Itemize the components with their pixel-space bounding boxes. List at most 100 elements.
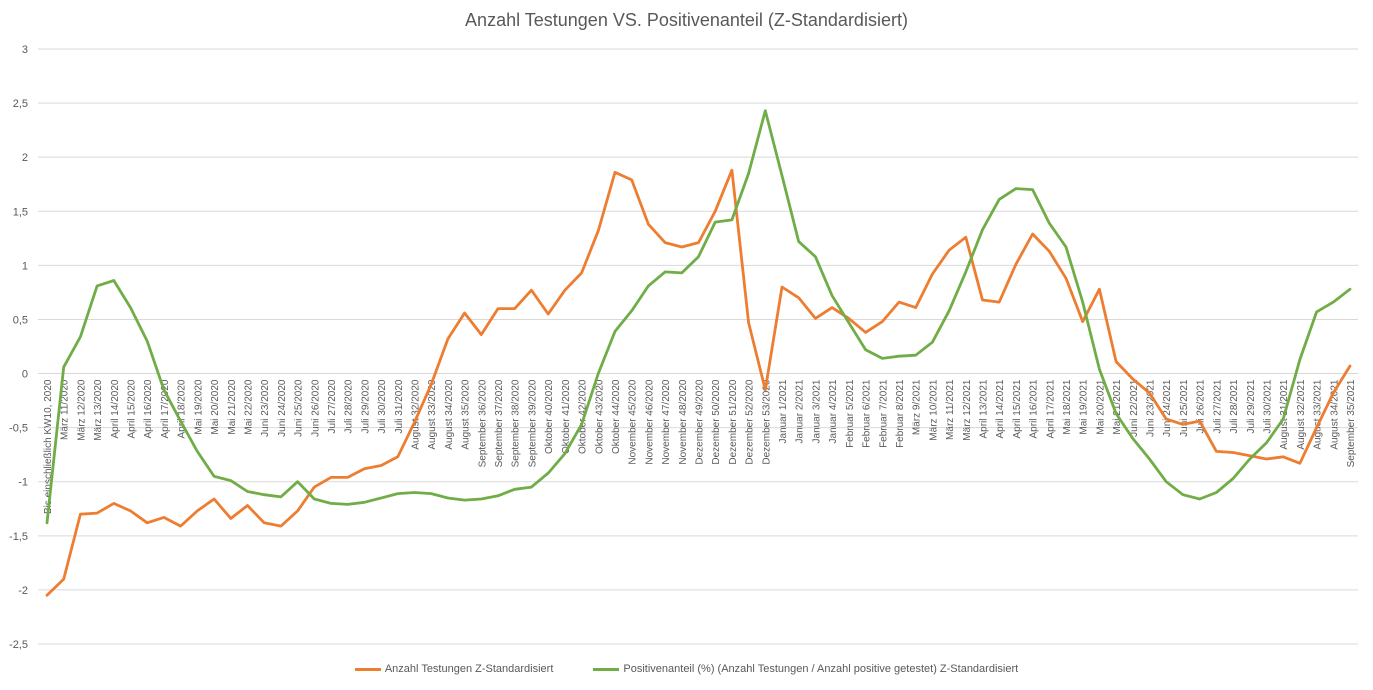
- x-tick-label: Mai 22/2020: [243, 379, 254, 434]
- x-tick-label: April 16/2020: [143, 379, 154, 438]
- x-tick-label: August 35/2020: [461, 379, 472, 449]
- x-tick-label: April 15/2021: [1012, 379, 1023, 438]
- x-tick-label: April 18/2020: [177, 379, 188, 438]
- y-tick-label: -1: [18, 477, 28, 489]
- x-tick-label: Juni 25/2021: [1179, 379, 1190, 437]
- x-tick-label: August 33/2021: [1313, 379, 1324, 449]
- x-tick-label: März 12/2021: [962, 379, 973, 441]
- x-tick-label: September 35/2021: [1346, 379, 1357, 467]
- x-tick-label: Mai 19/2020: [193, 379, 204, 434]
- x-tick-label: August 32/2021: [1296, 379, 1307, 449]
- x-tick-label: August 32/2020: [411, 379, 422, 449]
- x-tick-label: August 34/2021: [1329, 379, 1340, 449]
- x-tick-label: Juni 23/2020: [260, 379, 271, 437]
- x-tick-label: Mai 20/2021: [1095, 379, 1106, 434]
- x-tick-label: Juni 23/2021: [1146, 379, 1157, 437]
- series-line-0: [45, 168, 1352, 597]
- x-tick-label: Januar 4/2021: [828, 379, 839, 443]
- legend-swatch-orange: [354, 667, 381, 671]
- x-tick-label: Juli 30/2021: [1262, 379, 1273, 433]
- x-tick-label: Oktober 40/2020: [544, 379, 555, 454]
- y-tick-label: -1,5: [9, 531, 28, 543]
- series-line-1: [45, 109, 1352, 525]
- x-tick-label: März 13/2020: [93, 379, 104, 441]
- x-tick-label: November 48/2020: [678, 379, 689, 464]
- x-tick-label: Dezember 53/2020: [761, 379, 772, 464]
- x-tick-label: November 46/2020: [644, 379, 655, 464]
- y-tick-label: 1,5: [13, 206, 28, 218]
- x-tick-label: März 11/2020: [60, 379, 71, 440]
- y-tick-label: 2: [22, 152, 28, 164]
- x-tick-label: März 12/2020: [76, 379, 87, 441]
- x-tick-label: April 14/2021: [995, 379, 1006, 438]
- y-tick-label: 3: [22, 44, 28, 56]
- x-tick-label: Mai 20/2020: [210, 379, 221, 434]
- x-tick-label: März 10/2021: [928, 379, 939, 441]
- gridlines: [38, 48, 1358, 645]
- legend-swatch-green: [593, 667, 620, 671]
- legend-label: Positivenanteil (%) (Anzahl Testungen / …: [623, 663, 1019, 675]
- x-tick-label: Juni 25/2020: [294, 379, 305, 437]
- y-tick-label: 1: [22, 260, 28, 272]
- x-tick-label: Juli 27/2020: [327, 379, 338, 433]
- x-tick-label: Juli 29/2020: [360, 379, 371, 433]
- x-tick-label: Mai 21/2020: [227, 379, 238, 434]
- x-tick-label: November 47/2020: [661, 379, 672, 464]
- x-tick-label: Februar 8/2021: [895, 379, 906, 448]
- x-tick-label: Oktober 43/2020: [594, 379, 605, 454]
- x-tick-label: Juli 28/2020: [344, 379, 355, 433]
- y-tick-label: -2,5: [9, 639, 28, 651]
- x-tick-label: Februar 6/2021: [862, 379, 873, 448]
- x-tick-label: Juni 22/2021: [1129, 379, 1140, 437]
- x-tick-label: Juni 24/2020: [277, 379, 288, 437]
- x-tick-label: Juni 26/2020: [310, 379, 321, 437]
- x-tick-label: Juli 26/2021: [1196, 379, 1207, 433]
- y-tick-label: 0: [22, 369, 28, 381]
- x-axis-ticks: Bis einschließlich KW10, 2020 März 11/202…: [43, 379, 1357, 514]
- x-tick-label: April 17/2021: [1045, 379, 1056, 438]
- legend-item-series-0: Anzahl Testungen Z-Standardisiert: [354, 663, 554, 675]
- legend-label: Anzahl Testungen Z-Standardisiert: [384, 663, 554, 675]
- x-tick-label: Mai 21/2021: [1112, 379, 1123, 434]
- legend-item-series-1: Positivenanteil (%) (Anzahl Testungen / …: [593, 663, 1018, 675]
- x-tick-label: Dezember 52/2020: [745, 379, 756, 464]
- x-tick-label: April 14/2020: [110, 379, 121, 438]
- chart-title: Anzahl Testungen VS. Positivenanteil (Z-…: [465, 10, 908, 30]
- x-tick-label: Juli 28/2021: [1229, 379, 1240, 433]
- x-tick-label: Juli 29/2021: [1246, 379, 1257, 433]
- x-tick-label: März 9/2021: [912, 379, 923, 435]
- x-tick-label: April 17/2020: [160, 379, 171, 438]
- x-tick-label: September 36/2020: [477, 379, 488, 467]
- x-tick-label: Dezember 49/2020: [695, 379, 706, 464]
- y-tick-label: -2: [18, 585, 28, 597]
- x-tick-label: September 39/2020: [527, 379, 538, 467]
- x-tick-label: Februar 5/2021: [845, 379, 856, 448]
- x-tick-label: März 11/2021: [945, 379, 956, 440]
- x-tick-label: Januar 2/2021: [795, 379, 806, 443]
- x-tick-label: September 37/2020: [494, 379, 505, 467]
- x-tick-label: Dezember 50/2020: [711, 379, 722, 464]
- x-tick-label: November 45/2020: [628, 379, 639, 464]
- legend: Anzahl Testungen Z-Standardisiert Positi…: [0, 663, 1373, 675]
- x-tick-label: Oktober 44/2020: [611, 379, 622, 454]
- x-tick-label: Februar 7/2021: [878, 379, 889, 448]
- x-tick-label: Mai 19/2021: [1079, 379, 1090, 434]
- x-tick-label: August 33/2020: [427, 379, 438, 449]
- x-tick-label: Juli 27/2021: [1212, 379, 1223, 433]
- x-tick-label: April 13/2021: [978, 379, 989, 438]
- x-tick-label: September 38/2020: [511, 379, 522, 467]
- y-tick-label: -0,5: [9, 423, 28, 435]
- x-tick-label: Juni 24/2021: [1162, 379, 1173, 437]
- series-lines: [45, 109, 1352, 597]
- y-tick-label: 0,5: [13, 314, 28, 326]
- y-axis-ticks: 3 2,5 2 1,5 1 0,5 0 -0,5 -1 -1,5 -2 -2,5: [9, 44, 28, 651]
- x-tick-label: Bis einschließlich KW10, 2020: [43, 379, 54, 514]
- x-tick-label: Mai 18/2021: [1062, 379, 1073, 434]
- x-tick-label: Oktober 41/2020: [561, 379, 572, 454]
- x-tick-label: August 34/2020: [444, 379, 455, 449]
- x-tick-label: April 16/2021: [1029, 379, 1040, 438]
- x-tick-label: April 15/2020: [127, 379, 138, 438]
- y-tick-label: 2,5: [13, 98, 28, 110]
- x-tick-label: Juli 30/2020: [377, 379, 388, 433]
